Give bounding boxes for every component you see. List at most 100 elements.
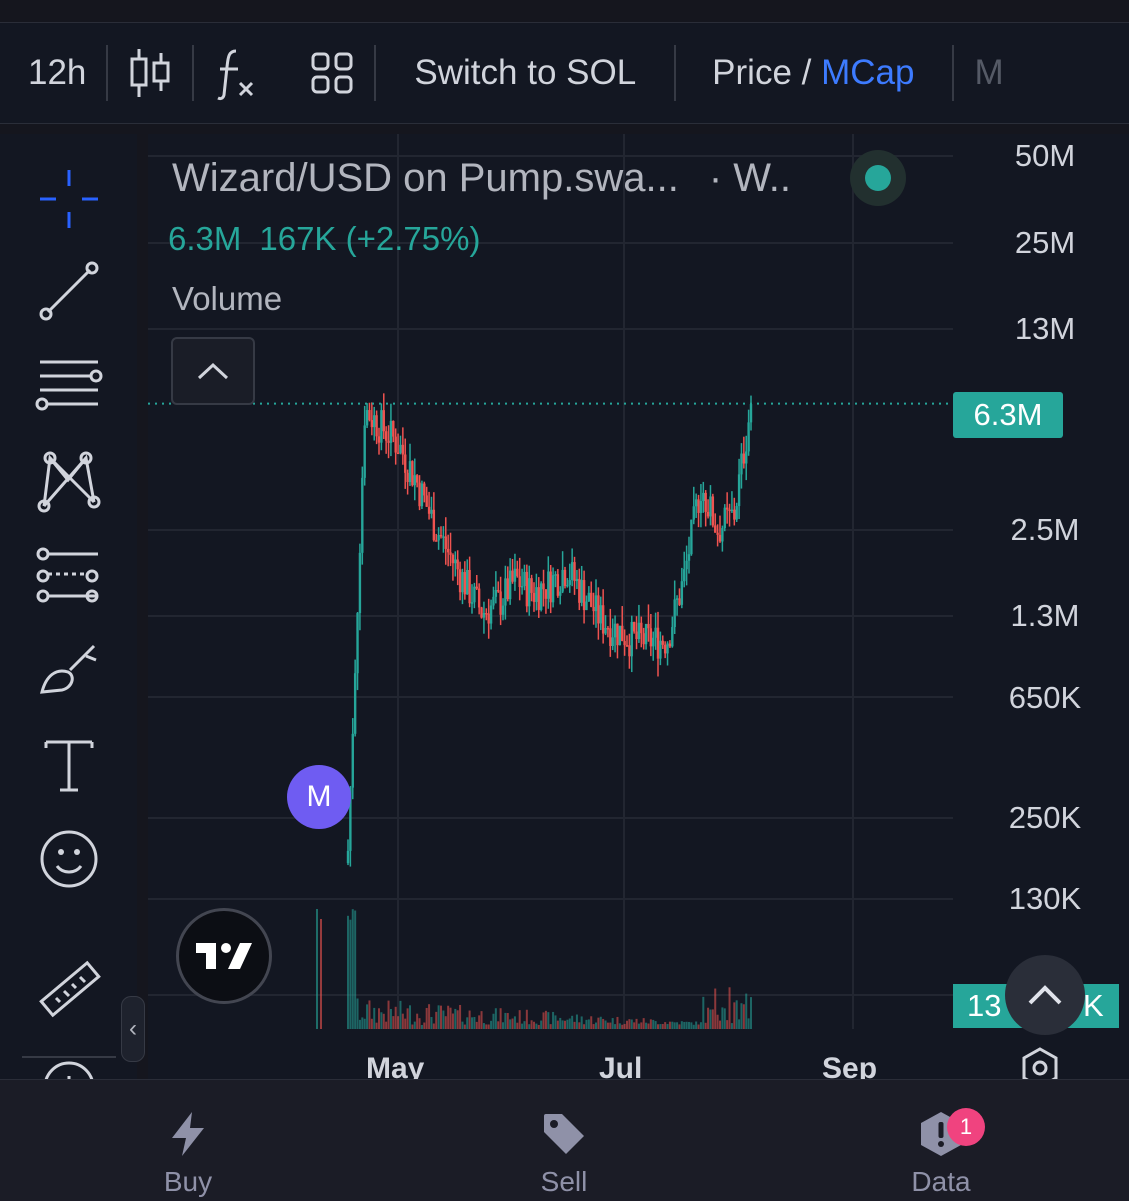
indicators-icon[interactable]: [214, 23, 260, 123]
price-axis-label: 1.3M: [1010, 598, 1080, 633]
volume-bar: [373, 1007, 376, 1029]
volume-bar: [406, 1008, 409, 1029]
ruler-icon[interactable]: [30, 954, 108, 1024]
volume-bar: [697, 1024, 700, 1029]
candle-body: [704, 492, 707, 512]
volume-bar: [704, 1022, 707, 1029]
change-value: 167K (+2.75%): [259, 220, 481, 257]
candle-body: [384, 431, 388, 441]
candle-body: [594, 595, 598, 612]
buy-tab[interactable]: Buy: [108, 1080, 268, 1201]
volume-bar: [420, 1024, 423, 1029]
candle-body: [649, 628, 653, 647]
interval-button[interactable]: 12h: [28, 53, 87, 92]
candle-body: [363, 425, 366, 478]
volume-bar: [528, 1024, 531, 1029]
candle-body: [427, 506, 431, 514]
volume-bar: [423, 1022, 426, 1029]
more-toolbar-item[interactable]: M: [974, 53, 1004, 92]
volume-tag-left: 13: [967, 988, 1002, 1023]
candle-body: [745, 451, 748, 464]
brush-icon[interactable]: [30, 634, 108, 704]
candle-body: [461, 572, 464, 593]
volume-bar: [628, 1019, 631, 1029]
layouts-icon[interactable]: [310, 23, 354, 123]
data-tab[interactable]: Data 1: [861, 1080, 1021, 1201]
volume-bar: [449, 1007, 452, 1029]
candle-body: [413, 475, 416, 486]
volume-bar: [668, 1021, 671, 1029]
volume-bar: [358, 1019, 361, 1029]
price-chart[interactable]: [148, 134, 1129, 1079]
sell-tab[interactable]: Sell: [484, 1080, 644, 1201]
candle-body: [640, 622, 643, 634]
volume-bar: [652, 1019, 655, 1029]
candle-body: [430, 509, 433, 514]
candle-body: [549, 571, 552, 603]
tradingview-logo[interactable]: [176, 908, 272, 1004]
volume-bar: [568, 1018, 571, 1029]
volume-bar: [444, 1016, 447, 1029]
candles-icon[interactable]: [128, 23, 172, 123]
pattern-icon[interactable]: [30, 444, 108, 514]
candle-body: [690, 519, 693, 555]
volume-bar: [585, 1019, 588, 1029]
volume-bar: [654, 1021, 657, 1029]
candle-body: [382, 410, 385, 432]
symbol-legend[interactable]: Wizard/USD on Pump.swa... · W..: [172, 156, 791, 201]
collapse-toolbar-handle[interactable]: ‹: [121, 996, 145, 1062]
volume-bar: [707, 1007, 710, 1029]
trendline-icon[interactable]: [30, 256, 108, 326]
candle-body: [451, 554, 455, 564]
switch-to-sol-button[interactable]: Switch to SOL: [414, 53, 637, 92]
crosshair-icon[interactable]: [30, 164, 108, 234]
volume-legend[interactable]: Volume: [172, 280, 283, 317]
volume-bar: [547, 1012, 550, 1029]
candle-body: [356, 613, 359, 674]
candle-body: [606, 627, 610, 630]
volume-bar: [454, 1008, 457, 1029]
toolbar-divider: [674, 45, 677, 101]
candle-body: [625, 645, 629, 647]
candle-body: [466, 569, 469, 595]
chart-pane[interactable]: Wizard/USD on Pump.swa... · W.. 6.3M 167K …: [148, 134, 1129, 1089]
candle-body: [423, 483, 426, 496]
candle-body: [497, 589, 500, 592]
volume-bar: [466, 1017, 469, 1029]
candle-body: [346, 850, 350, 864]
candle-body: [578, 578, 581, 603]
text-tool-icon[interactable]: [30, 730, 108, 800]
candle-body: [537, 587, 540, 610]
candle-body: [721, 528, 724, 542]
volume-bar: [640, 1022, 643, 1029]
candle-body: [389, 420, 393, 443]
forecast-icon[interactable]: [30, 540, 108, 610]
candle-body: [632, 622, 636, 632]
volume-bar: [471, 1017, 473, 1029]
volume-bar: [711, 1009, 714, 1029]
candle-body: [742, 453, 746, 464]
volume-bar: [349, 919, 352, 1029]
volume-bar: [688, 1021, 690, 1029]
candle-body: [692, 506, 695, 520]
collapse-legend-button[interactable]: [171, 337, 255, 405]
migration-marker[interactable]: M: [287, 765, 351, 829]
emoji-icon[interactable]: [30, 824, 108, 894]
candle-body: [613, 623, 617, 638]
mcap-option[interactable]: MCap: [821, 53, 915, 92]
volume-bar: [561, 1020, 564, 1029]
candle-body: [492, 596, 495, 606]
candle-body: [730, 509, 734, 512]
market-status-icon[interactable]: [850, 150, 906, 206]
candle-body: [482, 613, 486, 618]
zoom-in-icon[interactable]: [30, 1046, 108, 1079]
horizontal-lines-icon[interactable]: [30, 350, 108, 420]
drawing-toolbar: [0, 134, 137, 1079]
candle-body: [539, 583, 543, 610]
scroll-up-button[interactable]: [1005, 955, 1085, 1035]
candle-body: [368, 410, 371, 421]
candle-body: [470, 602, 474, 604]
price-mcap-toggle[interactable]: Price / MCap: [712, 23, 914, 123]
candle-body: [601, 605, 605, 634]
price-option[interactable]: Price: [712, 53, 792, 92]
